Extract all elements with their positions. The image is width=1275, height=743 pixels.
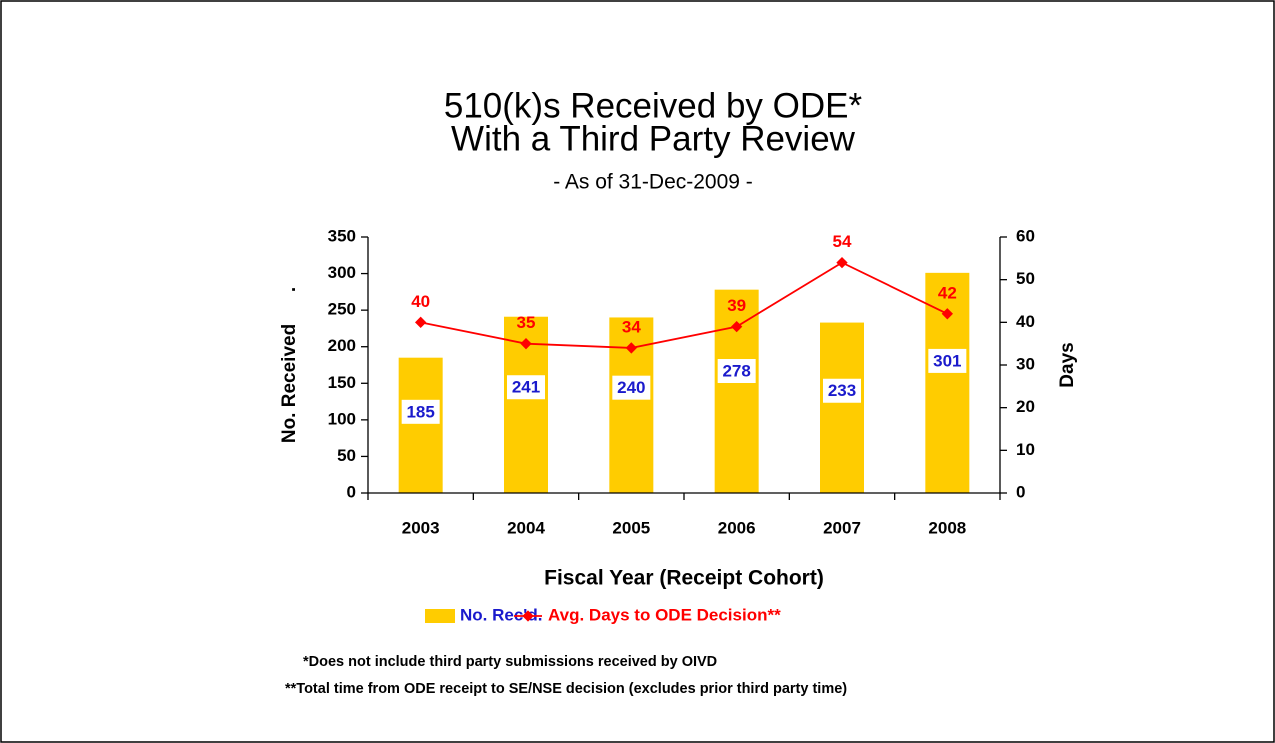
y-tick-label: 150 <box>328 373 356 392</box>
marker <box>520 338 532 350</box>
legend-label: No. Rec'd. <box>460 605 542 624</box>
value-label-box <box>928 348 967 373</box>
marker <box>625 342 637 354</box>
value-label-box <box>717 358 756 383</box>
y2-axis-label: Days <box>1057 342 1078 387</box>
chart-subtitle: - As of 31-Dec-2009 - <box>553 171 753 194</box>
chart-title-line-2: With a Third Party Review <box>451 119 856 158</box>
marker <box>415 316 427 328</box>
y-tick-label: 350 <box>328 226 356 245</box>
marker <box>941 308 953 320</box>
value-label-box <box>401 399 440 424</box>
y-tick-label: 300 <box>328 263 356 282</box>
x-axis-label: Fiscal Year (Receipt Cohort) <box>544 567 824 590</box>
footnote: **Total time from ODE receipt to SE/NSE … <box>285 681 847 697</box>
legend-swatch <box>425 609 455 623</box>
value-label: 185 <box>406 402 434 421</box>
marker <box>836 256 848 269</box>
y-tick-label: 0 <box>347 482 356 501</box>
y2-tick-label: 50 <box>1016 269 1035 288</box>
value-label: 54 <box>833 232 852 251</box>
y-axis-label: No. Received . <box>279 287 300 443</box>
value-label-box <box>612 375 651 400</box>
y-tick-label: 100 <box>328 409 356 428</box>
value-label: 42 <box>938 283 957 302</box>
value-label: 39 <box>727 296 746 315</box>
legend-marker <box>522 610 534 622</box>
y2-tick-label: 0 <box>1016 482 1025 501</box>
value-label: 241 <box>512 378 540 397</box>
value-label: 233 <box>828 381 856 400</box>
x-tick-label: 2006 <box>718 518 756 537</box>
legend-label: Avg. Days to ODE Decision** <box>548 605 781 624</box>
line <box>420 261 948 349</box>
bar <box>714 289 759 493</box>
chart-title: 510(k)s Received by ODE* <box>444 86 863 125</box>
value-label-box <box>823 378 861 403</box>
value-label-box <box>507 375 545 400</box>
y-tick-label: 250 <box>328 300 356 319</box>
y-tick-label: 200 <box>328 336 356 355</box>
x-tick-label: 2003 <box>402 518 440 537</box>
y2-tick-label: 30 <box>1016 354 1035 373</box>
value-label: 40 <box>411 292 430 311</box>
x-tick-label: 2004 <box>507 518 545 537</box>
value-label: 278 <box>722 361 750 380</box>
value-label: 34 <box>622 317 641 336</box>
y2-tick-label: 60 <box>1016 226 1035 245</box>
y-tick-label: 50 <box>337 446 356 465</box>
value-label: 35 <box>517 313 536 332</box>
footnote: *Does not include third party submission… <box>303 654 717 670</box>
bar <box>820 322 864 493</box>
marker <box>731 320 743 333</box>
x-tick-label: 2005 <box>612 518 650 537</box>
y2-tick-label: 40 <box>1016 312 1035 331</box>
y2-tick-label: 10 <box>1016 440 1035 459</box>
x-tick-label: 2008 <box>928 518 966 537</box>
value-label: 301 <box>933 351 961 370</box>
y2-tick-label: 20 <box>1016 397 1035 416</box>
value-label: 240 <box>617 378 645 397</box>
x-tick-label: 2007 <box>823 518 861 537</box>
bar <box>398 357 443 493</box>
